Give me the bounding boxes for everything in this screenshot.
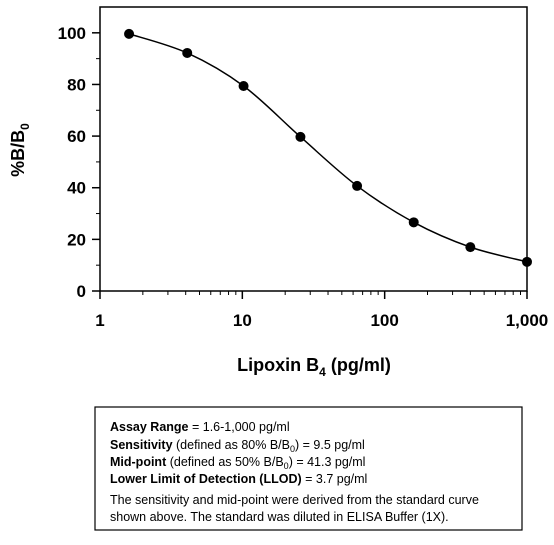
x-tick-label: 10 — [233, 311, 252, 330]
data-point — [124, 28, 135, 39]
y-tick-label: 100 — [58, 24, 86, 43]
info-text: (defined as 80% B/B — [173, 438, 290, 452]
fit-curve — [128, 33, 528, 263]
info-bold: Sensitivity — [110, 438, 173, 452]
plot-frame — [99, 6, 528, 292]
info-sub: 0 — [290, 444, 295, 454]
y-tick-label: 20 — [67, 230, 86, 249]
x-axis-title-tail: (pg/ml) — [326, 355, 391, 375]
info-tail: ) = 41.3 pg/ml — [289, 455, 366, 469]
x-axis-title: Lipoxin B4 (pg/ml) — [237, 355, 391, 379]
x-tick-label: 1 — [95, 311, 104, 330]
info-text: The sensitivity and mid-point were deriv… — [110, 493, 479, 507]
y-axis-title-sub: 0 — [18, 123, 32, 130]
info-line: Assay Range = 1.6-1,000 pg/ml — [110, 420, 290, 434]
y-tick-label: 40 — [67, 179, 86, 198]
y-tick-label: 60 — [67, 127, 86, 146]
info-line: Mid-point (defined as 50% B/B0) = 41.3 p… — [110, 455, 365, 471]
info-box-frame — [94, 406, 523, 531]
info-line: The sensitivity and mid-point were deriv… — [110, 493, 479, 507]
info-bold: Mid-point — [110, 455, 167, 469]
info-sub: 0 — [284, 461, 289, 471]
info-text: (defined as 50% B/B — [166, 455, 283, 469]
x-axis-title-text: Lipoxin B — [237, 355, 319, 375]
info-text: shown above. The standard was diluted in… — [110, 510, 449, 524]
info-text: = 3.7 pg/ml — [302, 472, 368, 486]
x-tick-label: 1,000 — [506, 311, 549, 330]
data-point — [182, 47, 193, 58]
x-axis-title-sub: 4 — [319, 365, 326, 379]
data-point — [408, 217, 419, 228]
info-tail: ) = 9.5 pg/ml — [295, 438, 365, 452]
data-point — [522, 256, 532, 267]
y-axis-title: %B/B0 — [8, 123, 32, 177]
data-point — [238, 81, 249, 92]
data-point — [295, 131, 306, 142]
info-line: Lower Limit of Detection (LLOD) = 3.7 pg… — [110, 472, 367, 486]
y-tick-label: 0 — [77, 282, 86, 301]
info-line: shown above. The standard was diluted in… — [110, 510, 449, 524]
data-point — [352, 180, 363, 191]
info-text: = 1.6-1,000 pg/ml — [189, 420, 290, 434]
data-point — [465, 242, 476, 253]
x-tick-label: 100 — [370, 311, 398, 330]
info-bold: Assay Range — [110, 420, 189, 434]
info-line: Sensitivity (defined as 80% B/B0) = 9.5 … — [110, 438, 365, 454]
y-axis-title-text: %B/B — [8, 130, 28, 177]
info-bold: Lower Limit of Detection (LLOD) — [110, 472, 302, 486]
y-tick-label: 80 — [67, 75, 86, 94]
